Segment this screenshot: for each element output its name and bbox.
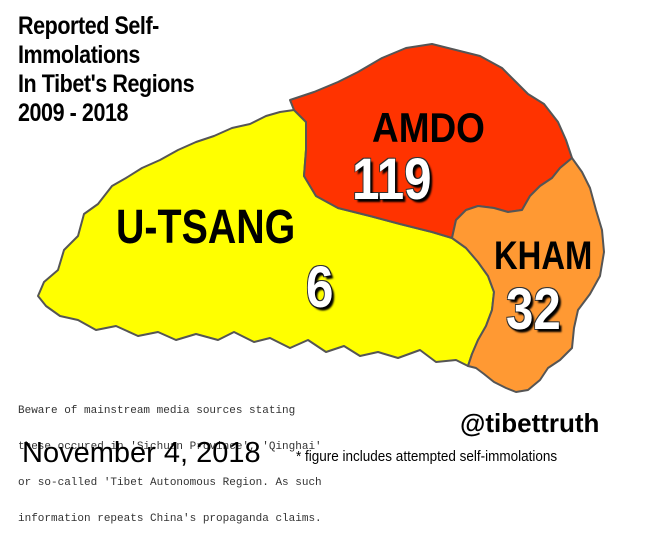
disclaimer-line-2: these occured in 'Sichuan Province', 'Qi… [18, 441, 322, 453]
disclaimer-line-1: Beware of mainstream media sources stati… [18, 405, 296, 417]
tibet-map [37, 43, 605, 393]
region-label-u-tsang: U-TSANG [116, 201, 296, 254]
map-title: Reported Self- Immolations In Tibet's Re… [18, 12, 195, 128]
title-line-2: Immolations [18, 41, 140, 69]
region-kham-shape [451, 157, 605, 393]
title-line-1: Reported Self- [18, 12, 159, 40]
disclaimer-line-3: or so-called 'Tibet Autonomous Region. A… [18, 477, 322, 489]
count-kham: 32 [506, 277, 561, 342]
region-label-amdo: AMDO [372, 104, 485, 151]
title-line-4: 2009 - 2018 [18, 99, 129, 127]
date-label: November 4, 2018 [22, 437, 261, 469]
count-u-tsang: 6 [306, 255, 334, 320]
disclaimer-line-4: information repeats China's propaganda c… [18, 513, 322, 525]
footnote: * figure includes attempted self-immolat… [296, 448, 558, 465]
twitter-handle: @tibettruth [460, 408, 600, 438]
region-label-kham: KHAM [494, 234, 593, 278]
title-line-3: In Tibet's Regions [18, 70, 195, 98]
count-amdo: 119 [352, 147, 432, 212]
